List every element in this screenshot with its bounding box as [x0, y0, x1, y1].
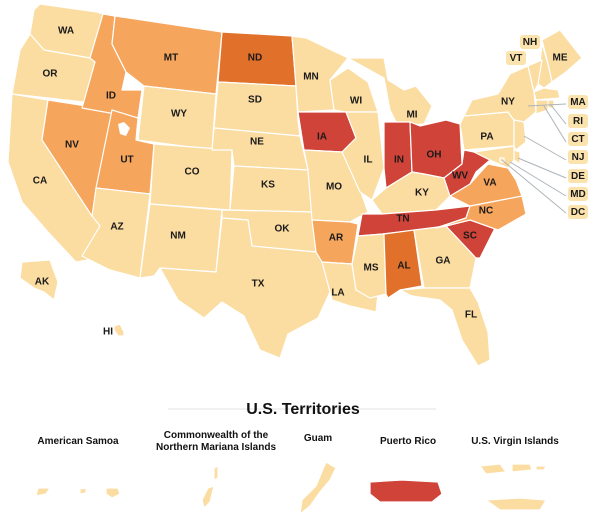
- territory-shape-virgin-islands[interactable]: [479, 463, 507, 475]
- state-pill-MA[interactable]: [568, 95, 588, 109]
- state-NJ[interactable]: [513, 119, 527, 151]
- territory-shape-virgin-islands-3[interactable]: [535, 465, 547, 471]
- state-pill-MD[interactable]: [568, 187, 588, 201]
- state-HI[interactable]: [113, 323, 125, 337]
- territory-label-guam: Guam: [304, 433, 332, 444]
- state-PA[interactable]: [459, 111, 515, 151]
- state-CO[interactable]: [149, 143, 233, 211]
- state-pill-VT[interactable]: [506, 51, 526, 65]
- state-pill-CT[interactable]: [568, 132, 588, 146]
- territory-shape-northern-mariana-2[interactable]: [201, 485, 215, 509]
- state-pill-NH[interactable]: [520, 35, 540, 49]
- state-VT[interactable]: [527, 59, 543, 93]
- territory-label-northern-mariana-line2: Northern Mariana Islands: [156, 442, 276, 453]
- territories-title: U.S. Territories: [246, 401, 360, 418]
- state-MA[interactable]: [533, 87, 561, 101]
- state-OH[interactable]: [409, 119, 463, 179]
- territory-shape-virgin-islands-4[interactable]: [485, 497, 547, 511]
- state-DE[interactable]: [513, 149, 521, 165]
- state-KS[interactable]: [229, 165, 313, 213]
- state-KY[interactable]: [371, 171, 451, 215]
- territory-label-american-samoa: American Samoa: [37, 436, 119, 447]
- state-FL[interactable]: [399, 287, 491, 367]
- territory-virgin-islands: U.S. Virgin Islands: [471, 436, 559, 511]
- state-NC[interactable]: [435, 195, 527, 231]
- leader-lines: [501, 103, 567, 214]
- territory-puerto-rico: Puerto Rico: [369, 436, 443, 503]
- territory-shape-virgin-islands-2[interactable]: [511, 463, 533, 473]
- states-layer: [7, 3, 583, 367]
- territory-shape-american-samoa-2[interactable]: [79, 487, 87, 495]
- state-MT[interactable]: [111, 15, 223, 95]
- territory-shape-northern-mariana[interactable]: [213, 465, 219, 481]
- state-AR[interactable]: [311, 219, 359, 265]
- state-CT[interactable]: [535, 99, 549, 115]
- state-ND[interactable]: [217, 31, 297, 87]
- territory-american-samoa: American Samoa: [35, 436, 121, 499]
- state-label-HI: HI: [103, 327, 113, 338]
- territory-shape-puerto-rico[interactable]: [369, 479, 443, 503]
- state-WI[interactable]: [329, 67, 379, 113]
- state-TX[interactable]: [159, 217, 331, 359]
- state-NM[interactable]: [139, 203, 223, 279]
- territory-guam: Guam: [299, 433, 337, 515]
- state-IL[interactable]: [341, 111, 385, 201]
- territory-label-northern-mariana-line1: Commonwealth of the: [164, 430, 269, 441]
- territory-label-puerto-rico: Puerto Rico: [380, 436, 436, 447]
- territory-shape-american-samoa-3[interactable]: [105, 487, 121, 499]
- great-salt-lake: [118, 122, 130, 136]
- state-SD[interactable]: [213, 81, 301, 137]
- state-pill-NJ[interactable]: [568, 150, 588, 164]
- state-RI[interactable]: [547, 99, 555, 109]
- state-pill-DC[interactable]: [568, 205, 588, 219]
- state-MI[interactable]: [347, 57, 433, 127]
- state-AK[interactable]: [19, 259, 59, 301]
- territory-label-virgin-islands: U.S. Virgin Islands: [471, 436, 559, 447]
- state-pill-DE[interactable]: [568, 169, 588, 183]
- state-pill-RI[interactable]: [568, 114, 588, 128]
- state-AZ[interactable]: [81, 187, 151, 279]
- territory-shape-guam[interactable]: [299, 461, 337, 515]
- state-MS[interactable]: [351, 233, 387, 299]
- territory-shape-american-samoa[interactable]: [35, 487, 51, 497]
- territory-northern-mariana: Commonwealth of the Northern Mariana Isl…: [156, 430, 276, 509]
- state-WY[interactable]: [137, 85, 217, 151]
